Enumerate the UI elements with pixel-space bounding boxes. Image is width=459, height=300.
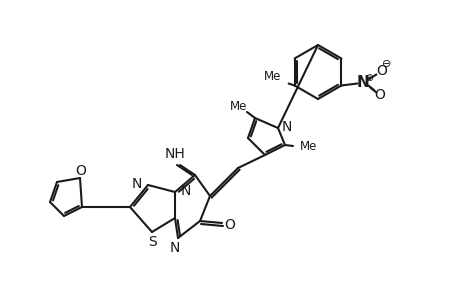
Text: Me: Me [300,140,317,154]
Text: N: N [356,75,369,90]
Text: N: N [281,120,291,134]
Text: Me: Me [230,100,247,112]
Text: ⊕: ⊕ [364,73,373,82]
Text: O: O [75,164,86,178]
Text: N: N [132,177,142,191]
Text: N: N [169,241,180,255]
Text: O: O [375,64,386,77]
Text: N: N [180,184,191,198]
Text: ⊖: ⊖ [381,58,390,68]
Text: S: S [148,235,157,249]
Text: O: O [373,88,384,101]
Text: NH: NH [164,147,185,161]
Text: Me: Me [263,70,281,83]
Text: O: O [224,218,235,232]
